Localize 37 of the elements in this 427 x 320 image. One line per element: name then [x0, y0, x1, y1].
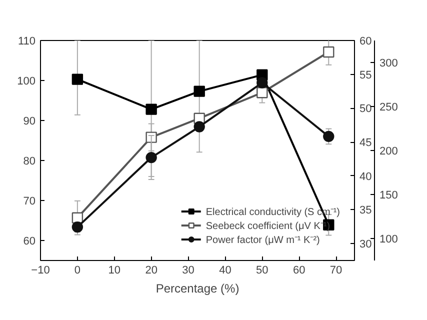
x-tick-label: 60: [292, 264, 306, 276]
x-tick-label: 30: [182, 264, 194, 276]
point: [146, 152, 157, 164]
x-tick-label: 20: [145, 264, 158, 276]
y-tick-label: 70: [23, 196, 36, 208]
x-tick-label: 0: [74, 264, 81, 276]
point: [256, 77, 268, 88]
y3-tick-label: 100: [380, 234, 398, 246]
y3-tick-label: 150: [380, 190, 398, 202]
point: [323, 46, 334, 58]
y2-tick-label: 60: [360, 36, 372, 48]
y2-tick-label: 35: [360, 204, 372, 217]
y2-tick-label: 40: [360, 170, 372, 183]
y2-tick-label: 30: [360, 238, 372, 251]
point: [72, 74, 84, 85]
point: [194, 86, 205, 97]
y-tick-label: 90: [23, 116, 36, 128]
x-tick-label: 10: [108, 264, 121, 276]
y2-tick-label: 50: [360, 103, 372, 116]
y3-tick-label: 300: [380, 58, 398, 70]
y-tick-label: 110: [18, 36, 36, 48]
point: [256, 87, 268, 98]
y-tick-label: 60: [23, 236, 36, 248]
x-tick-label: 70: [330, 264, 342, 276]
point: [194, 121, 205, 132]
point: [146, 104, 157, 115]
legend-label: Power factor (μW m⁻¹ K⁻²): [206, 234, 320, 246]
y2-tick-label: 55: [360, 69, 372, 82]
y3-tick-label: 200: [380, 146, 398, 158]
x-axis-title: Percentage (%): [156, 282, 240, 296]
x-tick-label: −10: [31, 264, 50, 276]
y-tick-label: 80: [23, 156, 36, 168]
y2-tick-label: 45: [360, 137, 372, 150]
x-tick-label: 40: [219, 264, 232, 276]
x-tick-label: 50: [256, 264, 268, 276]
y3-tick-label: 250: [380, 102, 398, 114]
y-tick-label: 100: [17, 76, 36, 88]
